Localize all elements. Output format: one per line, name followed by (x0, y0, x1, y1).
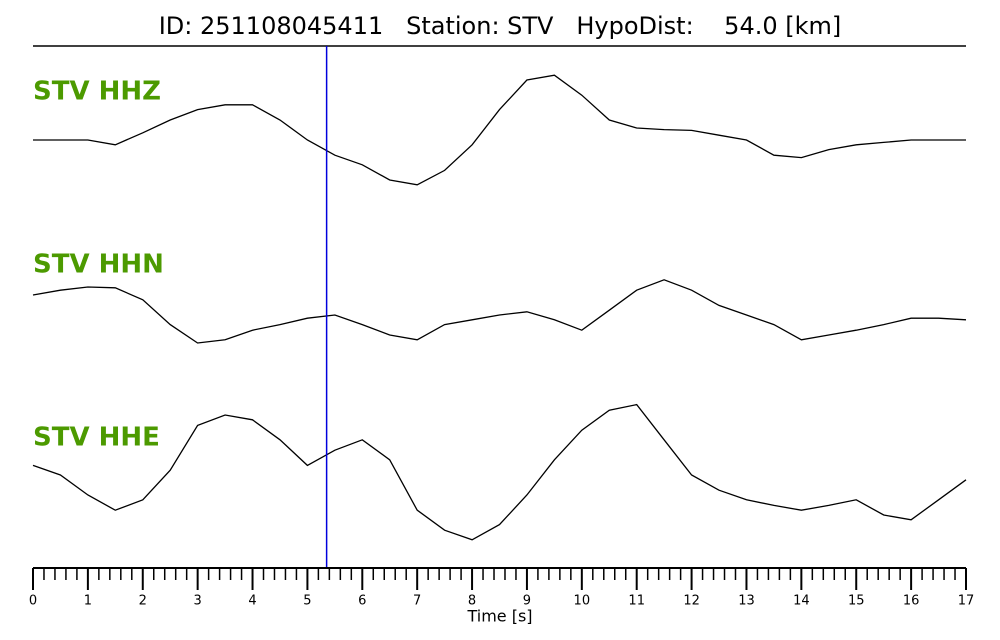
x-tick-label: 17 (958, 594, 975, 609)
x-tick-label: 7 (413, 594, 421, 609)
x-tick-label: 8 (468, 594, 476, 609)
x-tick-label: 4 (248, 594, 256, 609)
trace-label: STV HHN (33, 250, 164, 280)
x-tick-label: 6 (358, 594, 366, 609)
x-tick-label: 16 (903, 594, 920, 609)
x-tick-label: 13 (738, 594, 755, 609)
trace-label: STV HHE (33, 423, 160, 453)
x-tick-label: 1 (84, 594, 92, 609)
waveform-trace (33, 74, 966, 186)
x-tick-label: 3 (194, 594, 202, 609)
x-tick-label: 2 (139, 594, 147, 609)
chart-title: ID: 251108045411 Station: STV HypoDist: … (159, 12, 842, 40)
trace-label: STV HHZ (33, 77, 161, 107)
x-tick-label: 9 (523, 594, 531, 609)
x-tick-label: 0 (29, 594, 37, 609)
x-tick-label: 14 (793, 594, 810, 609)
x-tick-label: 12 (683, 594, 700, 609)
x-tick-label: 10 (574, 594, 591, 609)
waveform-trace (32, 279, 967, 344)
x-tick-label: 5 (303, 594, 311, 609)
waveform-trace (32, 403, 967, 541)
x-tick-label: 11 (628, 594, 645, 609)
x-tick-label: 15 (848, 594, 865, 609)
x-axis-title: Time [s] (466, 607, 532, 626)
